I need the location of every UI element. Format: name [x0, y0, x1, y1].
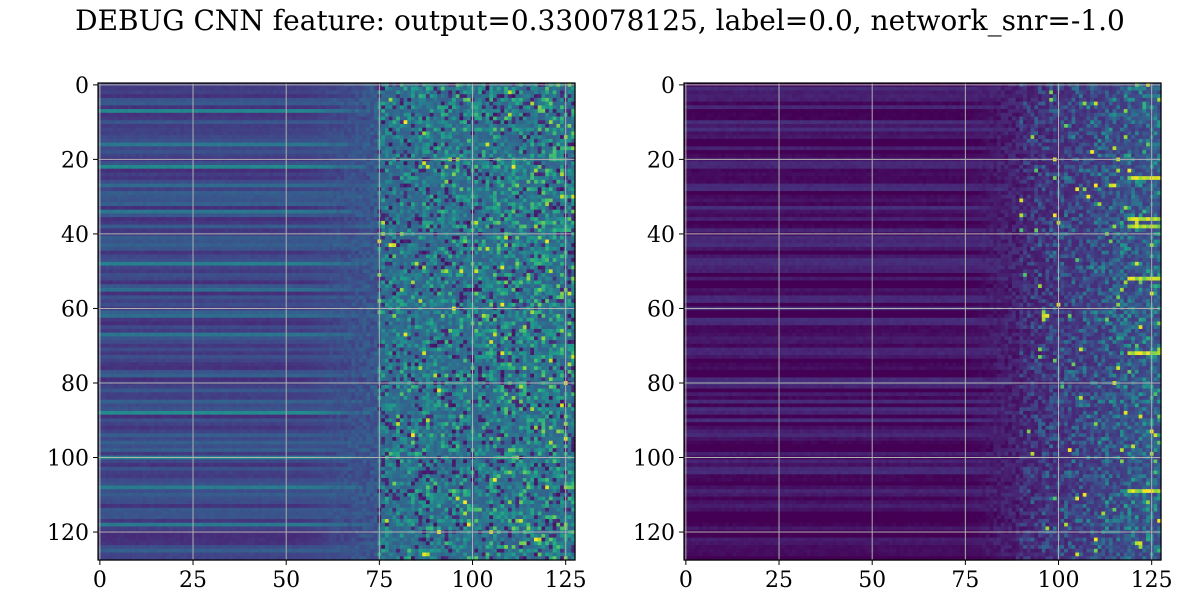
y-tick-label: 0 — [661, 74, 675, 99]
y-tick-label: 100 — [633, 447, 675, 472]
y-tick-label: 120 — [633, 521, 675, 546]
x-tick-label: 0 — [679, 568, 693, 593]
x-tick-label: 125 — [1131, 568, 1173, 593]
y-tick-label: 20 — [647, 148, 675, 173]
y-tick-label: 60 — [647, 297, 675, 322]
x-tick-label: 100 — [1038, 568, 1080, 593]
y-tick-label: 40 — [647, 223, 675, 248]
y-tick-label: 80 — [647, 372, 675, 397]
x-tick-label: 75 — [951, 568, 979, 593]
heatmap-cells — [684, 83, 1162, 561]
x-tick-label: 25 — [765, 568, 793, 593]
x-tick-label: 50 — [858, 568, 886, 593]
